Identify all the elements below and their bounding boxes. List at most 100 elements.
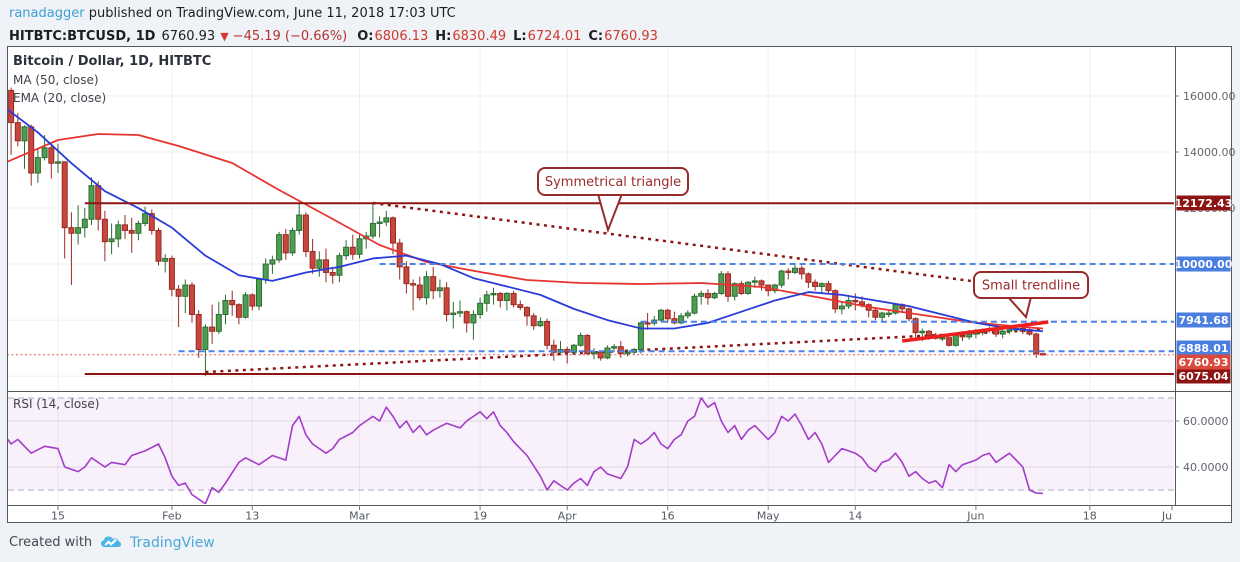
candle-up [477,302,484,315]
candle-down [128,229,135,234]
candle-down [249,294,256,307]
candle-up [343,246,350,257]
high-value: 6830.49 [452,28,507,44]
callout-text: Small trendline [982,279,1080,294]
candle-down [510,292,517,306]
candle-down [48,147,55,164]
candle-down [584,334,591,355]
candle-down [852,299,859,303]
tradingview-logo-icon[interactable] [99,534,123,552]
candle-up [142,213,149,224]
candle-down [812,281,819,287]
candle-up [135,222,142,234]
candle-up [999,330,1006,335]
candle-up [792,267,798,273]
candle-up [215,313,222,332]
candle-up [276,234,283,261]
rsi-axis-label: 60.0000 [1183,415,1229,428]
candle-down [859,301,865,306]
candle-down [926,330,932,336]
price-badge: 12172.43 [1175,195,1233,211]
candle-down [1033,333,1040,355]
candle-up [81,218,88,229]
low-label: L: [513,28,527,44]
candle-up [684,312,691,317]
candle-down [61,161,68,229]
candle-up [624,351,631,355]
candle-down [189,284,195,315]
open-label: O: [357,28,374,44]
candle-down [517,304,524,308]
candle-up [108,238,115,243]
candle-up [269,259,276,265]
time-axis-bg [7,505,1232,523]
candle-down [282,234,289,254]
candle-down [872,309,879,318]
candle-down [148,213,155,231]
candle-up [604,347,611,359]
candle-down [805,273,812,283]
candle-up [490,292,497,296]
candle-up [919,330,926,334]
candle-up [611,346,618,349]
candle-up [75,227,82,234]
candle-up [952,334,959,346]
candle-up [202,326,209,350]
rsi-line [8,397,1043,504]
close-label: C: [588,28,604,44]
candle-up [222,299,229,315]
candle-up [591,351,597,355]
candle-down [617,346,624,355]
candle-up [436,287,443,292]
author-link[interactable]: ranadagger [9,5,85,21]
candle-up [637,322,644,350]
candle-down [329,271,336,276]
candle-up [678,315,685,324]
time-axis-label: Feb [162,510,181,523]
candle-up [182,284,189,297]
candle-down [416,284,423,299]
candle-up [383,217,390,223]
candle-up [885,312,892,315]
candle-up [162,257,169,262]
candle-down [403,266,410,285]
candle-up [256,278,262,307]
callout-box [973,271,1089,299]
candle-up [21,126,28,142]
candle-down [209,326,216,332]
rsi-band [8,398,1174,490]
candle-up [470,313,477,324]
candle-up [369,222,376,237]
candle-down [738,283,745,294]
candle-down [235,304,242,318]
candle-down [302,214,309,252]
open-value: 6806.13 [374,28,429,44]
small-trendline [901,320,1049,343]
candle-down [8,89,15,124]
candle-down [390,217,396,244]
time-axis-label: Apr [558,510,578,523]
candle-down [14,122,21,142]
callout-box [537,167,689,196]
price-badge: 6888.01 [1176,340,1231,356]
candle-up [336,255,343,276]
candle-down [544,320,551,346]
candle-down [704,292,711,299]
candle-up [691,295,698,314]
tradingview-brand-link[interactable]: TradingView [130,534,215,551]
ema20-line [8,108,1043,333]
rsi-pane-bg [7,391,1175,505]
candle-up [698,292,705,297]
price-badge-text: 12172.43 [1175,197,1233,210]
candle-up [55,161,61,164]
candle-down [825,283,832,292]
candle-down [798,267,805,275]
candle-down [195,313,202,350]
candle-up [262,263,269,280]
candle-up [242,294,249,318]
candle-up [658,309,664,321]
price-pane [8,87,1174,377]
price-badge: 6075.04 [1176,368,1231,384]
time-axis-label: 18 [1083,510,1097,523]
